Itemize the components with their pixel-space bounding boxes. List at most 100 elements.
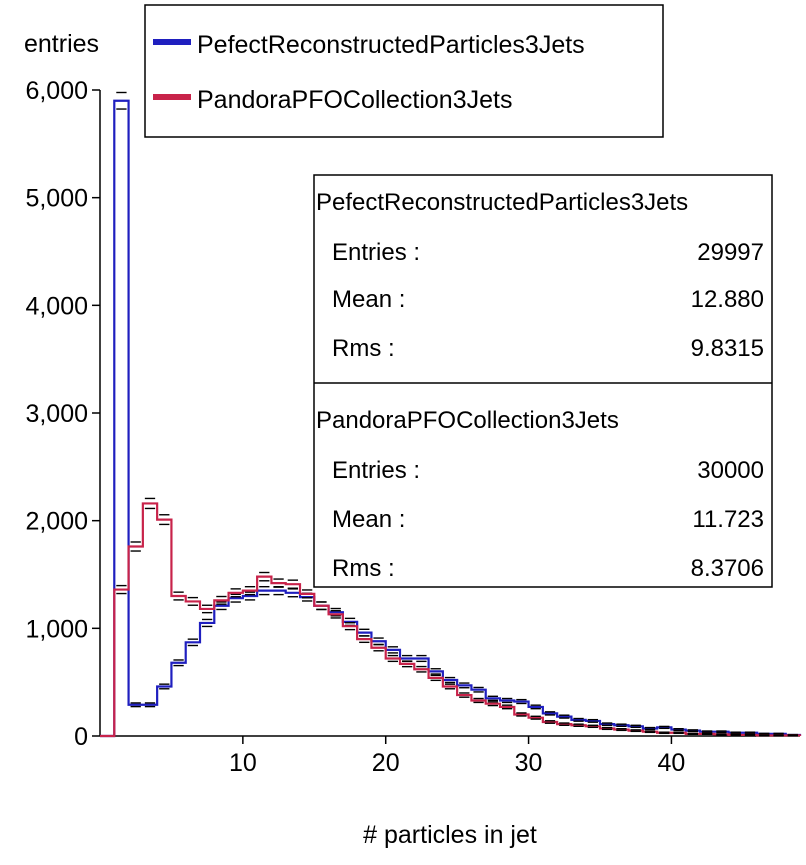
y-tick-label: 5,000 bbox=[25, 185, 88, 213]
bin-error bbox=[516, 712, 527, 717]
bin-error bbox=[744, 731, 756, 735]
stats-frame bbox=[313, 174, 773, 588]
bin-error bbox=[202, 604, 213, 614]
bin-error bbox=[173, 659, 184, 667]
bin-error bbox=[430, 668, 441, 675]
legend-swatch-pandora bbox=[153, 94, 191, 100]
bin-error bbox=[516, 698, 527, 705]
bin-error bbox=[259, 571, 270, 582]
x-axis-title: # particles in jet bbox=[363, 821, 537, 849]
legend-frame bbox=[144, 4, 664, 138]
stats-rms-label-pandora: Rms : bbox=[332, 555, 395, 582]
series-layer bbox=[100, 91, 802, 738]
bin-error bbox=[716, 733, 727, 736]
bin-error bbox=[487, 695, 498, 702]
y-tick-label: 1,000 bbox=[25, 615, 88, 643]
bin-error bbox=[159, 514, 170, 526]
bin-error bbox=[687, 732, 698, 736]
bin-error bbox=[187, 596, 198, 606]
bin-error bbox=[244, 591, 256, 601]
stats-rms-value-perfect: 9.8315 bbox=[691, 335, 764, 362]
bin-error bbox=[644, 726, 656, 731]
bin-error bbox=[773, 732, 784, 736]
stats-mean-label-pandora: Mean : bbox=[332, 506, 405, 533]
bin-error bbox=[559, 722, 570, 726]
stats-entries-value-pandora: 30000 bbox=[697, 457, 764, 484]
stats-box: PefectReconstructedParticles3Jets Entrie… bbox=[313, 174, 773, 588]
bin-error bbox=[330, 610, 341, 619]
x-ticks: 10 20 30 40 bbox=[229, 736, 685, 777]
bin-error bbox=[416, 665, 427, 673]
bin-error bbox=[173, 591, 184, 601]
bin-error bbox=[473, 697, 484, 704]
stats-entries-value-perfect: 29997 bbox=[697, 239, 764, 266]
bin-error bbox=[530, 704, 541, 710]
series-outline bbox=[100, 99, 802, 738]
y-tick-label: 2,000 bbox=[25, 508, 88, 536]
legend-swatch-perfect bbox=[153, 39, 191, 45]
bin-error bbox=[502, 704, 513, 710]
bin-error bbox=[744, 733, 756, 736]
bin-error bbox=[259, 585, 270, 596]
bin-error bbox=[459, 692, 470, 698]
bin-error bbox=[716, 730, 727, 734]
bin-error bbox=[330, 607, 341, 617]
bin-error bbox=[459, 682, 470, 689]
stats-entries-label-perfect: Entries : bbox=[332, 239, 420, 266]
x-tick-label: 30 bbox=[515, 749, 543, 777]
bin-error bbox=[544, 711, 556, 716]
bin-error bbox=[630, 729, 641, 733]
bin-error bbox=[602, 726, 613, 731]
series-outline bbox=[100, 502, 802, 738]
bin-error bbox=[487, 701, 498, 707]
x-tick-label: 10 bbox=[229, 749, 257, 777]
stats-title-perfect: PefectReconstructedParticles3Jets bbox=[316, 189, 688, 216]
bin-error bbox=[430, 674, 441, 682]
bin-error bbox=[444, 676, 456, 684]
bin-error bbox=[587, 718, 598, 723]
bin-error bbox=[116, 91, 127, 110]
x-tick-label: 40 bbox=[658, 749, 686, 777]
stats-rms-value-pandora: 8.3706 bbox=[691, 555, 764, 582]
bin-error bbox=[359, 635, 370, 644]
bin-error bbox=[702, 730, 713, 734]
bin-error bbox=[216, 601, 227, 611]
bin-error bbox=[587, 724, 598, 729]
bin-error bbox=[759, 732, 770, 736]
bin-error bbox=[659, 725, 670, 730]
y-tick-label: 3,000 bbox=[25, 400, 88, 428]
bin-error bbox=[130, 541, 141, 552]
bin-error bbox=[387, 654, 398, 663]
y-ticks: 0 1,000 2,000 3,000 4,000 5,000 6,000 bbox=[25, 77, 100, 751]
stats-rms-label-perfect: Rms : bbox=[332, 335, 395, 362]
bin-error bbox=[373, 643, 384, 652]
bin-error bbox=[602, 722, 613, 726]
bin-error bbox=[702, 732, 713, 736]
bin-error bbox=[387, 646, 398, 654]
bin-error bbox=[144, 702, 156, 708]
bin-error bbox=[402, 660, 413, 668]
bin-error bbox=[544, 720, 556, 724]
bin-error bbox=[273, 578, 284, 588]
y-axis-title: entries bbox=[24, 30, 99, 58]
x-tick-label: 20 bbox=[372, 749, 400, 777]
bin-error bbox=[616, 723, 627, 728]
bin-error bbox=[416, 654, 427, 663]
bin-error bbox=[244, 585, 256, 596]
bin-error bbox=[673, 731, 684, 735]
bin-error bbox=[644, 730, 656, 734]
y-tick-label: 0 bbox=[74, 723, 88, 751]
series-1 bbox=[100, 497, 802, 738]
bin-error bbox=[216, 595, 227, 605]
stats-entries-label-pandora: Entries : bbox=[332, 457, 420, 484]
legend-label-perfect: PefectReconstructedParticles3Jets bbox=[197, 31, 585, 59]
bin-error bbox=[302, 589, 313, 599]
bin-error bbox=[630, 724, 641, 729]
stats-title-pandora: PandoraPFOCollection3Jets bbox=[316, 407, 619, 434]
stats-mean-value-perfect: 12.880 bbox=[691, 286, 764, 313]
bin-error bbox=[573, 717, 584, 722]
stats-mean-label-perfect: Mean : bbox=[332, 286, 405, 313]
bin-error bbox=[116, 584, 127, 595]
bin-error bbox=[316, 601, 327, 611]
